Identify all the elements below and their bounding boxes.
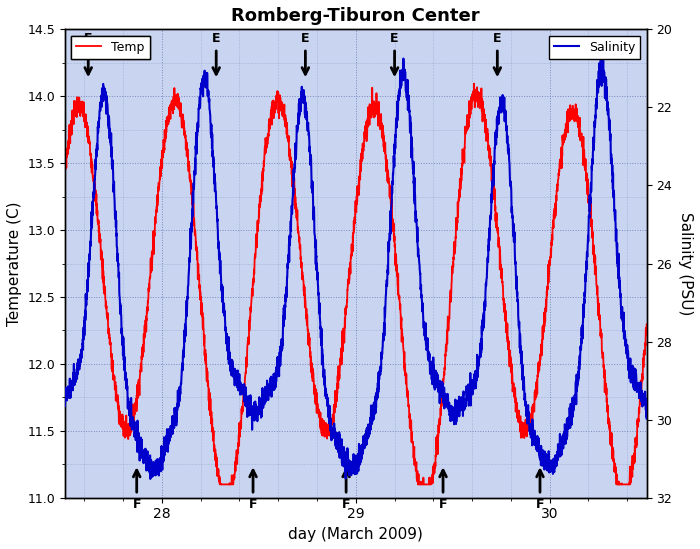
Temp <box>470 80 478 87</box>
Temp <box>643 321 651 328</box>
Text: F: F <box>536 470 544 511</box>
Temp <box>162 135 170 141</box>
Text: F: F <box>132 470 141 511</box>
Text: F: F <box>342 470 351 511</box>
Salinity <box>309 216 318 223</box>
Temp <box>568 115 577 122</box>
X-axis label: day (March 2009): day (March 2009) <box>288 527 424 542</box>
Temp <box>284 137 293 143</box>
Temp <box>61 158 69 164</box>
Salinity <box>643 416 651 422</box>
Temp <box>309 371 318 377</box>
Salinity <box>284 254 293 261</box>
Temp <box>216 481 225 488</box>
Line: Salinity: Salinity <box>65 56 647 479</box>
Y-axis label: Temperature (C): Temperature (C) <box>7 201 22 326</box>
Salinity <box>146 475 155 482</box>
Text: E: E <box>493 32 502 74</box>
Temp <box>127 428 136 435</box>
Text: E: E <box>391 32 399 74</box>
Salinity <box>596 53 605 59</box>
Text: E: E <box>84 32 92 74</box>
Salinity <box>631 366 640 373</box>
Temp <box>631 439 640 445</box>
Legend: Temp: Temp <box>71 36 150 59</box>
Text: F: F <box>248 470 258 511</box>
Text: E: E <box>212 32 220 74</box>
Title: Romberg-Tiburon Center: Romberg-Tiburon Center <box>232 7 480 25</box>
Legend: Salinity: Salinity <box>549 36 641 59</box>
Text: E: E <box>301 32 309 74</box>
Text: F: F <box>439 470 447 511</box>
Line: Temp: Temp <box>65 83 647 484</box>
Y-axis label: Salinity (PSU): Salinity (PSU) <box>678 212 693 315</box>
Salinity <box>61 403 69 410</box>
Salinity <box>568 399 577 405</box>
Salinity <box>162 447 170 454</box>
Salinity <box>127 411 136 418</box>
